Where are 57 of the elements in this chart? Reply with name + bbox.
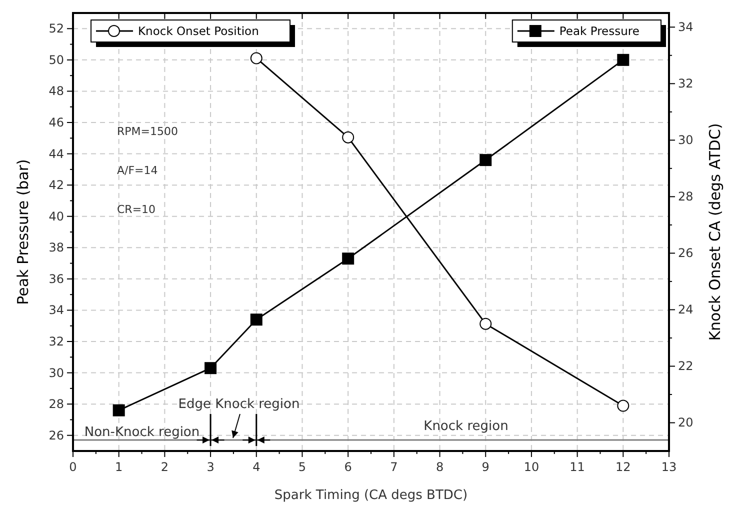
x-tick-label: 5 [298,460,306,474]
x-axis-title: Spark Timing (CA degs BTDC) [274,488,468,503]
y-tick-label: 32 [48,334,64,348]
x-tick-label: 12 [616,460,631,474]
point [480,154,492,166]
y-tick-label: 26 [48,428,64,442]
y-axis-title: Peak Pressure (bar) [14,159,32,305]
x-tick-label: 0 [69,460,77,474]
point [342,252,354,265]
x-tick-label: 3 [206,460,214,474]
y2-axis-title: Knock Onset CA (degs ATDC) [706,123,724,341]
point [480,318,492,330]
x-tick-label: 6 [344,460,352,474]
x-tick-label: 1 [115,460,123,474]
y2-tick-label: 30 [678,133,694,148]
annotation: CR=10 [117,203,156,216]
y2-tick-label: 28 [678,190,694,204]
y-tick-label: 48 [48,84,64,98]
y-tick-label: 44 [48,146,64,161]
point [617,400,630,412]
y2-tick-label: 32 [678,76,694,91]
legend-label: Knock Onset Position [138,24,259,38]
point [204,362,217,374]
annotation: A/F=14 [117,164,158,177]
point [250,314,262,326]
x-tick-label: 11 [570,460,585,474]
y-tick-label: 50 [48,52,64,67]
point [112,404,125,416]
y-tick-label: 52 [48,22,64,36]
y-tick-label: 42 [48,178,64,192]
y2-tick-label: 22 [678,359,694,374]
annotation: Knock region [424,419,508,434]
annotation: RPM=1500 [117,125,178,138]
legend-label: Peak Pressure [559,24,640,38]
x-tick-label: 7 [390,460,398,474]
y2-tick-label: 26 [678,246,694,260]
point [342,131,354,144]
y-tick-label: 28 [48,397,64,412]
x-tick-label: 10 [524,460,540,474]
annotation: Non-Knock region [84,425,200,440]
annotation: Edge Knock region [178,397,300,412]
y2-tick-label: 34 [678,20,694,34]
y-tick-label: 34 [48,303,64,318]
y-tick-label: 38 [48,240,64,255]
point [250,52,262,64]
x-tick-label: 9 [482,460,490,474]
y2-tick-label: 24 [678,302,694,317]
y-tick-label: 30 [48,366,64,380]
y2-tick-label: 20 [678,416,694,430]
y-tick-label: 46 [48,116,64,130]
x-tick-label: 4 [252,460,260,474]
point [617,54,630,66]
x-tick-label: 13 [661,460,677,474]
y-tick-label: 36 [48,272,64,286]
y-tick-label: 40 [48,209,64,224]
x-tick-label: 8 [436,460,444,474]
x-tick-label: 2 [160,460,169,474]
